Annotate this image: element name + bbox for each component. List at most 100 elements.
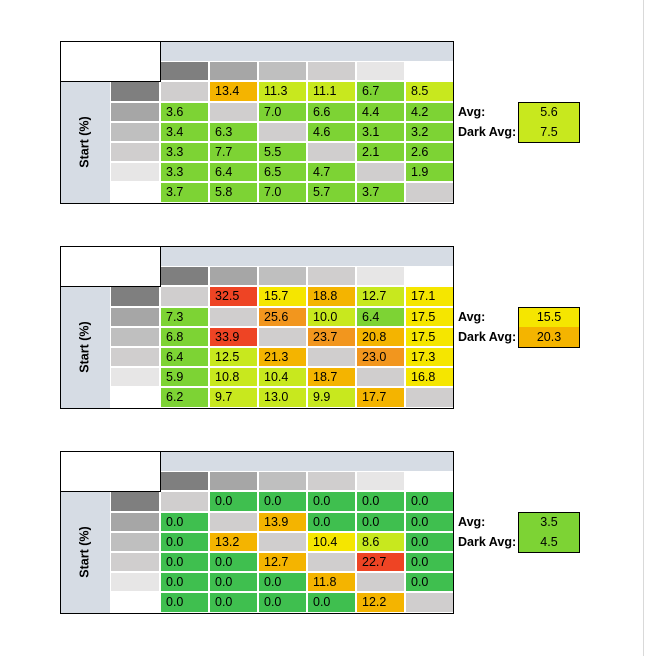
value-cell: 0.0 — [405, 511, 454, 532]
start-percent-label: Start (%) — [78, 526, 92, 578]
value-cell — [307, 347, 356, 368]
value-cell: 2.6 — [405, 142, 454, 163]
value-cell: 5.5 — [258, 142, 307, 163]
column-header — [307, 471, 356, 492]
value-cell: 6.5 — [258, 162, 307, 183]
avg-value: 3.5 — [518, 511, 580, 533]
value-cell — [307, 552, 356, 573]
column-header — [209, 266, 258, 287]
column-header — [405, 471, 454, 492]
start-percent-header: Start (%) — [60, 491, 110, 613]
value-cell: 2.1 — [356, 142, 405, 163]
column-header — [356, 266, 405, 287]
value-cell: 23.7 — [307, 326, 356, 347]
start-percent-header: Start (%) — [60, 286, 110, 408]
table-title-line — [60, 451, 160, 472]
value-cell: 0.0 — [160, 592, 209, 613]
row-header — [110, 81, 160, 102]
value-cell: 15.7 — [258, 286, 307, 307]
column-header — [258, 61, 307, 82]
value-cell: 8.6 — [356, 531, 405, 552]
dark-avg-value: 7.5 — [518, 121, 580, 143]
value-cell: 9.7 — [209, 387, 258, 408]
value-cell: 3.6 — [160, 101, 209, 122]
row-header — [110, 286, 160, 307]
value-cell: 11.8 — [307, 572, 356, 593]
dark-avg-label: Dark Avg: — [458, 124, 517, 139]
value-cell: 6.2 — [160, 387, 209, 408]
table-title-line — [60, 266, 160, 287]
row-header — [110, 182, 160, 203]
value-cell: 16.8 — [405, 367, 454, 388]
value-cell: 0.0 — [307, 592, 356, 613]
value-cell — [258, 531, 307, 552]
value-cell: 6.8 — [160, 326, 209, 347]
value-cell: 12.7 — [258, 552, 307, 573]
value-cell: 10.4 — [307, 531, 356, 552]
avg-label: Avg: — [458, 104, 486, 119]
value-cell — [209, 101, 258, 122]
value-cell: 3.7 — [356, 182, 405, 203]
value-cell: 7.7 — [209, 142, 258, 163]
value-cell: 18.7 — [307, 367, 356, 388]
column-header — [307, 61, 356, 82]
column-header — [405, 61, 454, 82]
column-header — [307, 266, 356, 287]
row-header — [110, 101, 160, 122]
value-cell: 21.3 — [258, 347, 307, 368]
value-cell: 10.4 — [258, 367, 307, 388]
row-header — [110, 142, 160, 163]
column-header — [356, 61, 405, 82]
avg-value: 15.5 — [518, 306, 580, 328]
value-cell: 23.0 — [356, 347, 405, 368]
value-cell — [160, 81, 209, 102]
value-cell: 0.0 — [160, 552, 209, 573]
value-cell: 13.4 — [209, 81, 258, 102]
value-cell: 0.0 — [356, 511, 405, 532]
row-header — [110, 572, 160, 593]
value-cell: 7.3 — [160, 306, 209, 327]
start-percent-header: Start (%) — [60, 81, 110, 203]
dark-avg-label: Dark Avg: — [458, 329, 517, 344]
value-cell: 9.9 — [307, 387, 356, 408]
value-cell — [258, 326, 307, 347]
value-cell: 11.1 — [307, 81, 356, 102]
value-cell: 20.8 — [356, 326, 405, 347]
row-header — [110, 531, 160, 552]
table-title-line — [60, 41, 160, 62]
value-cell: 11.3 — [258, 81, 307, 102]
value-cell: 0.0 — [405, 531, 454, 552]
value-cell: 3.4 — [160, 121, 209, 142]
value-cell: 17.7 — [356, 387, 405, 408]
value-cell: 6.6 — [307, 101, 356, 122]
value-cell: 17.1 — [405, 286, 454, 307]
row-header — [110, 552, 160, 573]
row-header — [110, 162, 160, 183]
value-cell — [160, 491, 209, 512]
value-cell: 12.2 — [356, 592, 405, 613]
row-header — [110, 491, 160, 512]
row-header — [110, 326, 160, 347]
column-header — [160, 266, 209, 287]
value-cell: 3.1 — [356, 121, 405, 142]
value-cell: 32.5 — [209, 286, 258, 307]
value-cell — [405, 182, 454, 203]
end-percent-header — [160, 41, 454, 62]
column-header — [209, 471, 258, 492]
value-cell — [209, 306, 258, 327]
value-cell — [209, 511, 258, 532]
value-cell: 33.9 — [209, 326, 258, 347]
value-cell: 10.8 — [209, 367, 258, 388]
value-cell: 7.0 — [258, 182, 307, 203]
value-cell: 0.0 — [209, 491, 258, 512]
column-header — [405, 266, 454, 287]
start-percent-label: Start (%) — [78, 321, 92, 373]
table-title-line — [60, 61, 160, 82]
value-cell: 0.0 — [160, 531, 209, 552]
value-cell: 17.5 — [405, 326, 454, 347]
row-header — [110, 511, 160, 532]
value-cell: 3.3 — [160, 142, 209, 163]
value-cell: 0.0 — [209, 592, 258, 613]
value-cell: 5.7 — [307, 182, 356, 203]
column-header — [258, 471, 307, 492]
